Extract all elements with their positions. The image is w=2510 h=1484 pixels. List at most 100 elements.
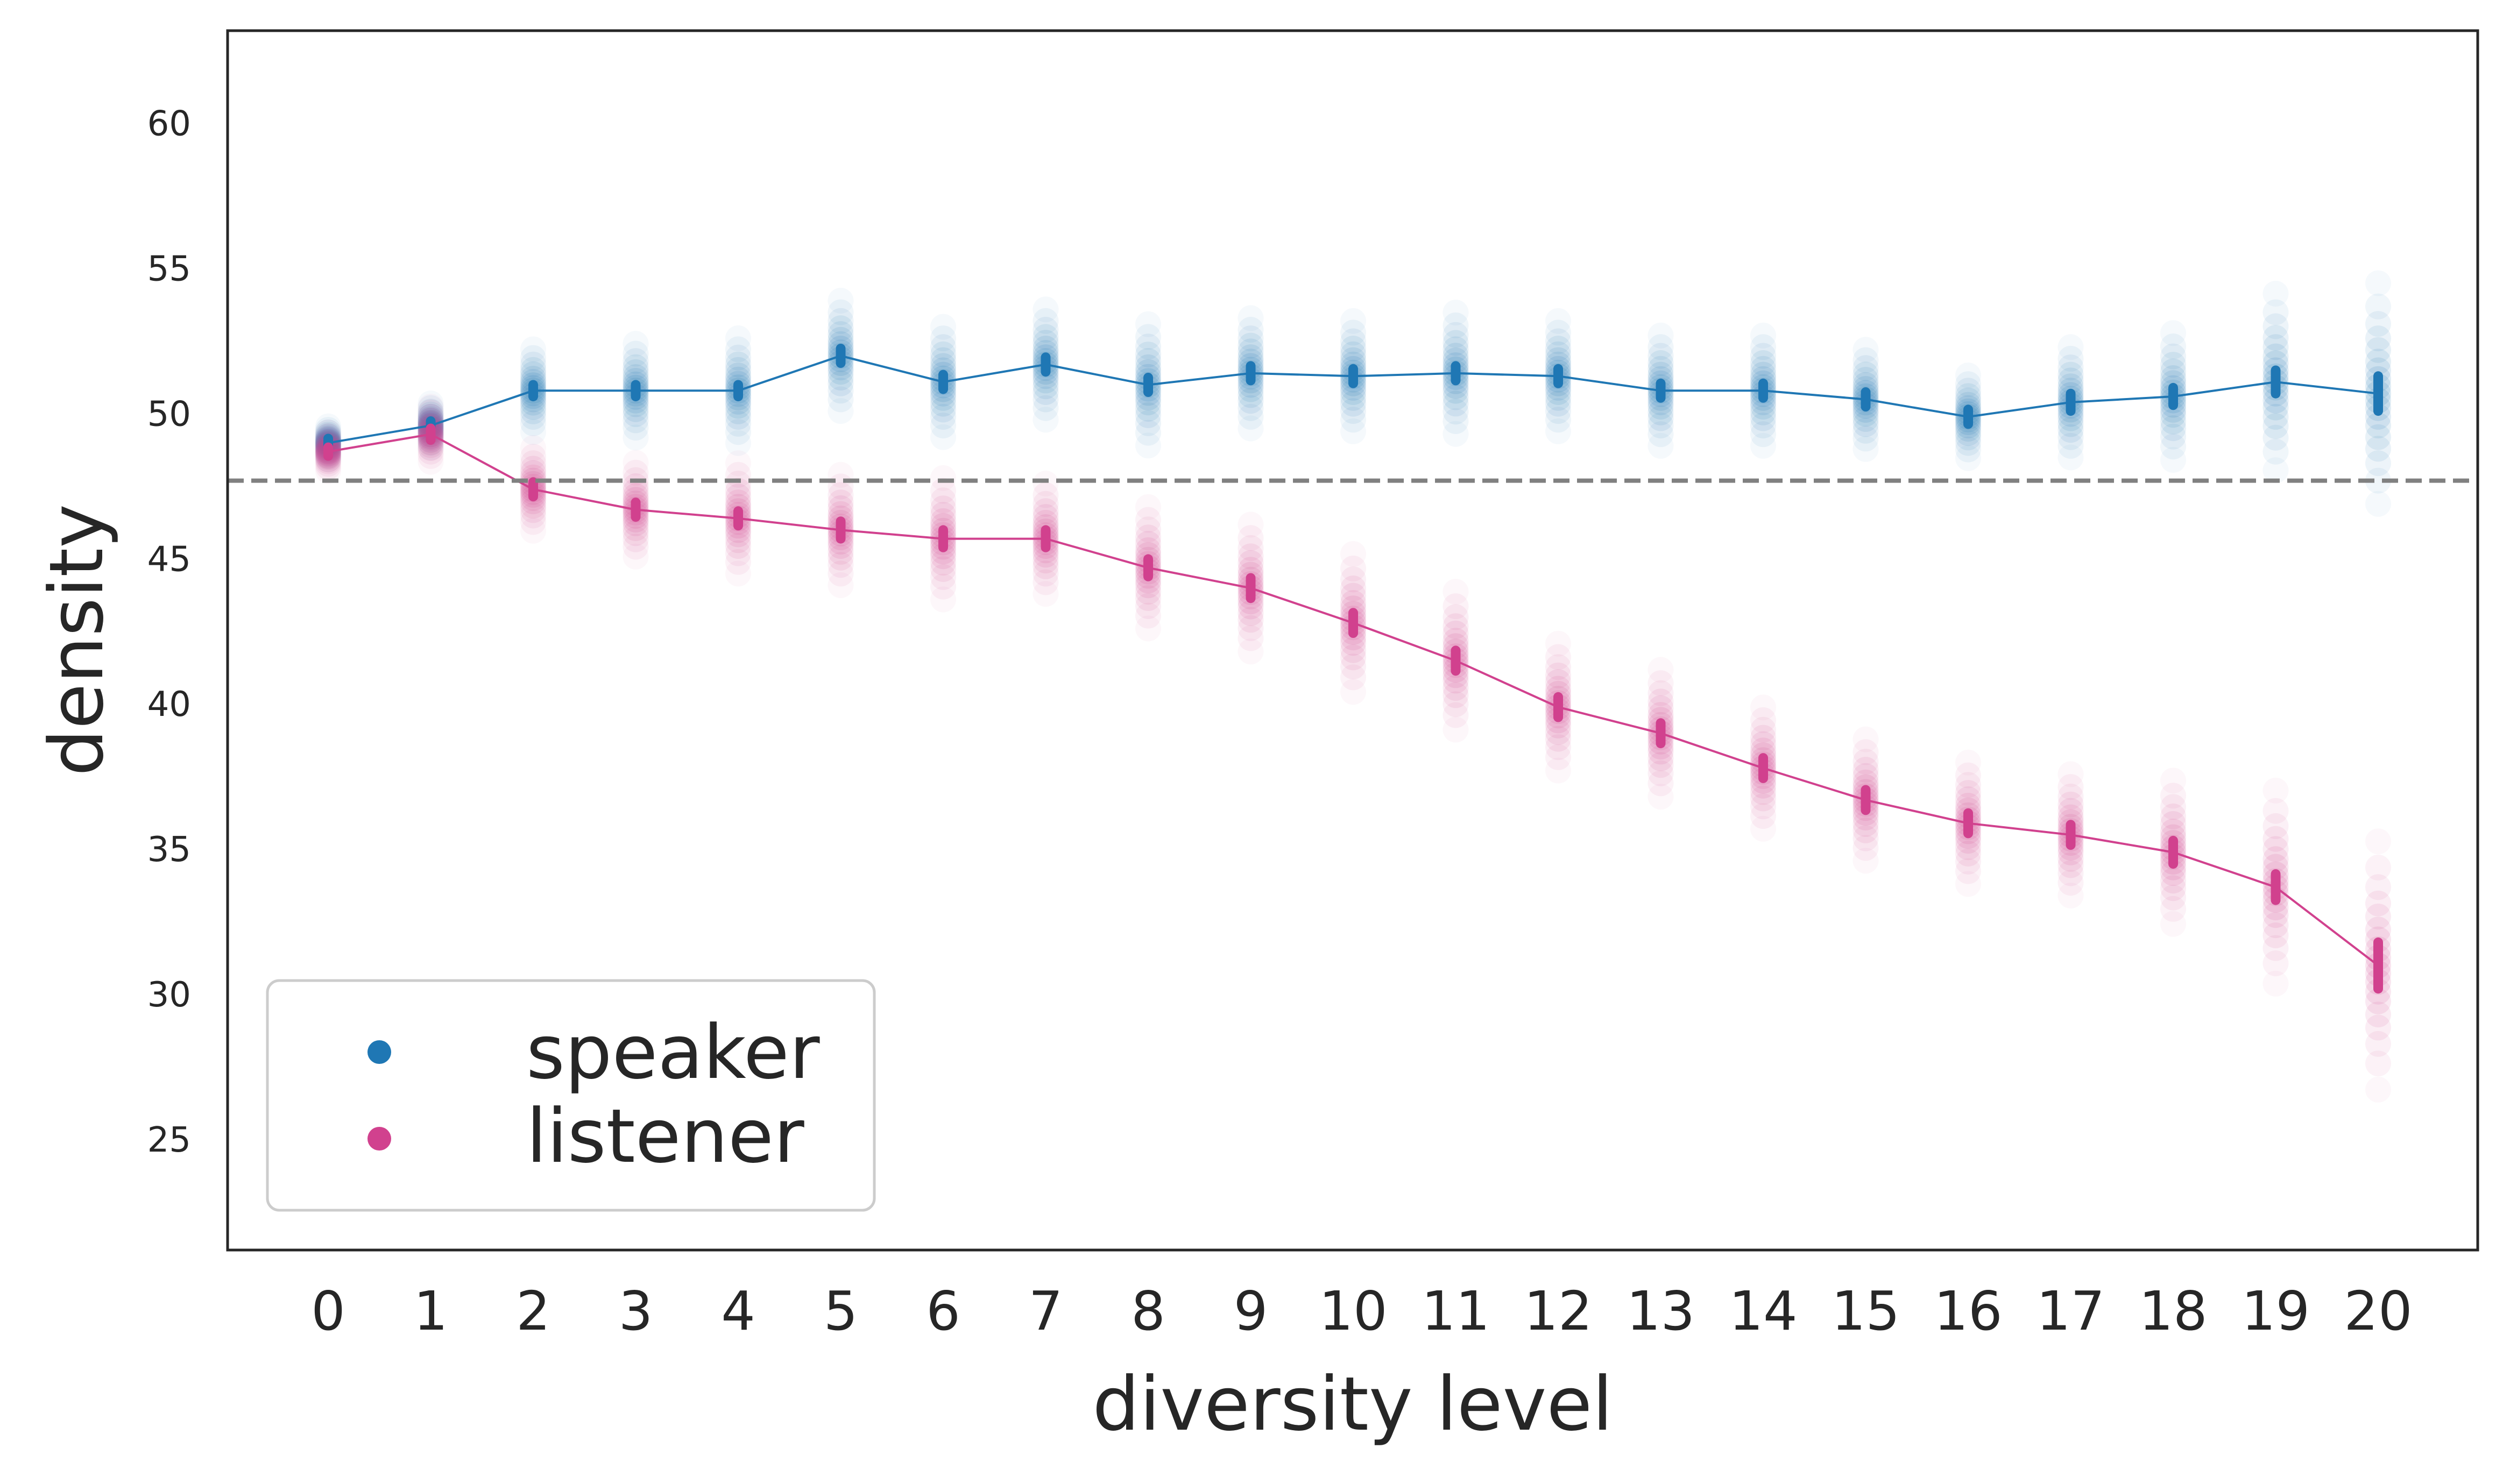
- scatter-point-speaker: [2160, 333, 2186, 359]
- scatter-point-listener: [2058, 846, 2084, 872]
- x-tick-label: 4: [721, 1280, 755, 1343]
- scatter-point-listener: [1033, 482, 1059, 508]
- y-tick-label: 50: [147, 395, 191, 435]
- scatter-point-speaker: [520, 410, 546, 436]
- scatter-point-speaker: [1135, 311, 1161, 337]
- scatter-point-listener: [2365, 903, 2391, 929]
- scatter-point-speaker: [2160, 365, 2186, 391]
- scatter-point-speaker: [2262, 387, 2289, 414]
- scatter-point-speaker: [1955, 378, 1981, 404]
- confidence-interval-layer: [323, 344, 2383, 994]
- scatter-point-speaker: [1955, 383, 1981, 409]
- scatter-point-speaker: [2058, 417, 2084, 443]
- scatter-point-speaker: [1135, 389, 1161, 416]
- scatter-point-speaker: [2058, 361, 2084, 388]
- scatter-point-speaker: [418, 401, 444, 428]
- scatter-point-speaker: [1238, 325, 1264, 352]
- scatter-point-speaker: [2160, 447, 2186, 473]
- scatter-point-speaker: [1545, 379, 1571, 405]
- scatter-point-speaker: [315, 417, 341, 443]
- scatter-point-listener: [1648, 770, 1674, 797]
- x-tick-label: 7: [1029, 1280, 1063, 1343]
- scatter-point-speaker: [520, 403, 546, 430]
- scatter-point-speaker: [725, 404, 751, 430]
- scatter-point-listener: [1750, 785, 1776, 812]
- scatter-point-speaker: [623, 340, 649, 367]
- scatter-point-listener: [2262, 902, 2289, 928]
- scatter-point-speaker: [725, 430, 751, 456]
- scatter-point-speaker: [828, 370, 854, 396]
- scatter-point-speaker: [725, 351, 751, 378]
- legend-label-speaker: speaker: [526, 1009, 820, 1096]
- x-tick-label: 18: [2139, 1280, 2207, 1343]
- scatter-point-speaker: [2262, 394, 2289, 421]
- x-tick-label: 1: [414, 1280, 448, 1343]
- scatter-point-listener: [1443, 674, 1469, 701]
- scatter-point-listener: [1853, 739, 1879, 765]
- scatter-point-listener: [1443, 702, 1469, 728]
- scatter-point-listener: [1750, 815, 1776, 842]
- scatter-point-speaker: [1545, 347, 1571, 373]
- scatter-point-listener: [1340, 637, 1366, 663]
- scatter-point-listener: [520, 444, 546, 470]
- scatter-point-speaker: [2365, 349, 2391, 375]
- scatter-point-speaker: [1750, 432, 1776, 459]
- scatter-point-speaker: [1340, 379, 1366, 405]
- scatter-point-speaker: [1443, 322, 1469, 348]
- scatter-point-speaker: [1545, 308, 1571, 334]
- scatter-point-speaker: [930, 403, 956, 430]
- scatter-point-listener: [725, 533, 751, 559]
- scatter-point-speaker: [1545, 398, 1571, 424]
- scatter-point-speaker: [1955, 424, 1981, 451]
- scatter-point-listener: [1443, 668, 1469, 694]
- scatter-point-listener: [1853, 817, 1879, 843]
- scatter-point-speaker: [1033, 379, 1059, 405]
- scatter-point-listener: [2058, 798, 2084, 824]
- scatter-point-speaker: [1033, 407, 1059, 433]
- scatter-point-speaker: [930, 385, 956, 411]
- scatter-point-speaker: [2058, 444, 2084, 471]
- scatter-point-listener: [418, 449, 444, 475]
- x-tick-label: 8: [1131, 1280, 1165, 1343]
- scatter-point-speaker: [2058, 424, 2084, 450]
- scatter-point-speaker: [2262, 313, 2289, 339]
- scatter-point-listener: [930, 564, 956, 590]
- scatter-point-listener: [2058, 774, 2084, 800]
- scatter-point-speaker: [623, 396, 649, 422]
- scatter-point-listener: [1340, 664, 1366, 691]
- x-tick-label: 14: [1729, 1280, 1797, 1343]
- scatter-point-listener: [1340, 555, 1366, 581]
- x-tick-label: 10: [1319, 1280, 1387, 1343]
- scatter-point-speaker: [1340, 390, 1366, 417]
- scatter-point-speaker: [2262, 403, 2289, 430]
- scatter-point-listener: [1238, 638, 1264, 665]
- scatter-point-speaker: [2058, 334, 2084, 360]
- scatter-point-speaker: [1135, 420, 1161, 446]
- scatter-point-speaker: [1238, 344, 1264, 371]
- scatter-point-listener: [1955, 828, 1981, 854]
- legend-marker-speaker: [367, 1040, 391, 1064]
- scatter-point-listener: [1238, 550, 1264, 576]
- scatter-point-listener: [1545, 719, 1571, 745]
- scatter-point-listener: [2262, 854, 2289, 880]
- scatter-point-speaker: [930, 413, 956, 439]
- scatter-point-listener: [1135, 579, 1161, 605]
- scatter-point-listener: [315, 419, 341, 445]
- scatter-point-speaker: [520, 361, 546, 387]
- scatter-point-speaker: [520, 389, 546, 416]
- scatter-point-listener: [2058, 791, 2084, 818]
- scatter-point-listener: [1340, 590, 1366, 616]
- scatter-point-speaker: [1853, 372, 1879, 398]
- scatter-point-listener: [520, 497, 546, 523]
- scatter-point-speaker: [2058, 405, 2084, 431]
- scatter-point-listener: [1853, 805, 1879, 830]
- scatter-point-listener: [2262, 935, 2289, 961]
- scatter-point-listener: [1238, 525, 1264, 551]
- scatter-point-listener: [930, 502, 956, 528]
- scatter-point-speaker: [1750, 334, 1776, 360]
- scatter-point-listener: [930, 495, 956, 522]
- scatter-point-listener: [2160, 818, 2186, 844]
- scatter-point-speaker: [2262, 413, 2289, 439]
- scatter-point-speaker: [1340, 347, 1366, 373]
- scatter-point-speaker: [1443, 384, 1469, 410]
